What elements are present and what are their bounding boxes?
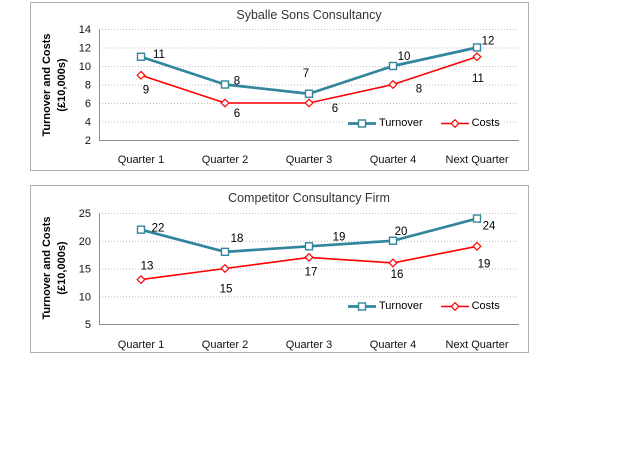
- chart-panel-syballe-sons: 2 4 6 8 10 12 14 Quarter 1 Quarter 2 Quarter 3 Qua…: [30, 2, 529, 171]
- costs-data-marker: [136, 274, 146, 285]
- turnover-data-point-label: 20: [395, 226, 408, 238]
- turnover-legend-label: Turnover: [379, 117, 423, 129]
- y-axis-title: Turnover and Costs (£10,000s): [40, 216, 70, 319]
- costs-legend-sample: [440, 118, 470, 129]
- turnover-data-marker: [304, 242, 314, 251]
- legend: Turnover Costs: [343, 298, 504, 314]
- y-axis-title-line1: Turnover and Costs: [41, 216, 54, 320]
- y-tick-label: 12: [79, 43, 91, 55]
- chart-title: Competitor Consultancy Firm: [228, 191, 390, 205]
- turnover-data-marker: [472, 214, 482, 223]
- turnover-data-marker: [136, 225, 146, 234]
- turnover-data-point-label: 10: [398, 51, 411, 63]
- y-tick-label: 25: [79, 208, 91, 220]
- costs-legend-label: Costs: [471, 300, 500, 312]
- turnover-legend-marker: [357, 301, 367, 311]
- costs-data-point-label: 16: [391, 269, 404, 281]
- x-category-label: Next Quarter: [446, 154, 509, 166]
- costs-data-marker: [388, 258, 398, 268]
- costs-legend-marker: [449, 301, 460, 311]
- chart-panel-competitor: 5 10 15 20 25 Quarter 1 Quarter 2 Quarter 3 Quar…: [30, 185, 529, 353]
- y-tick-label: 20: [79, 236, 91, 248]
- x-category-label: Quarter 1: [118, 339, 164, 351]
- y-tick-label: 15: [79, 264, 91, 276]
- costs-data-point-label: 6: [332, 103, 338, 115]
- turnover-data-marker: [472, 43, 482, 52]
- costs-data-point-label: 8: [416, 84, 422, 96]
- costs-data-marker: [472, 241, 482, 251]
- costs-data-point-label: 17: [305, 266, 318, 278]
- turnover-data-marker: [220, 80, 230, 89]
- turnover-data-point-label: 12: [482, 36, 495, 48]
- legend-item-turnover: Turnover: [347, 300, 423, 312]
- turnover-data-point-label: 24: [483, 221, 496, 233]
- costs-data-point-label: 13: [141, 261, 154, 273]
- costs-data-point-label: 19: [478, 258, 491, 270]
- turnover-legend-sample: [347, 118, 377, 129]
- turnover-legend-sample-glyph: [348, 301, 376, 311]
- x-category-label: Quarter 4: [370, 154, 416, 166]
- costs-data-point-label: 6: [234, 108, 240, 120]
- costs-legend-sample: [440, 301, 470, 312]
- costs-legend-label: Costs: [471, 117, 500, 129]
- costs-legend-sample-glyph: [440, 118, 469, 128]
- turnover-data-marker: [220, 247, 230, 257]
- turnover-data-point-label: 19: [333, 231, 346, 243]
- costs-data-marker: [304, 252, 314, 263]
- y-tick-label: 10: [79, 61, 91, 73]
- y-tick-label: 4: [85, 117, 91, 129]
- costs-data-marker: [220, 98, 230, 108]
- turnover-legend-sample: [347, 301, 377, 312]
- turnover-data-marker: [388, 236, 398, 245]
- costs-data-marker: [136, 70, 146, 80]
- legend-item-costs: Costs: [440, 117, 500, 129]
- legend-item-costs: Costs: [440, 300, 500, 312]
- turnover-legend-sample-glyph: [348, 118, 376, 128]
- turnover-data-marker: [388, 61, 398, 71]
- y-tick-label: 6: [85, 98, 91, 110]
- chart-title: Syballe Sons Consultancy: [236, 8, 382, 22]
- x-category-label: Quarter 1: [118, 154, 164, 166]
- turnover-legend-marker: [357, 118, 367, 128]
- turnover-data-point-label: 8: [234, 76, 240, 88]
- y-tick-label: 14: [79, 24, 91, 36]
- costs-data-marker: [388, 79, 398, 90]
- costs-data-point-label: 9: [143, 84, 149, 96]
- plot-area: 2 4 6 8 10 12 14 Quarter 1 Quarter 2 Quarter 3 Qua…: [79, 24, 519, 166]
- costs-legend-sample-glyph: [440, 301, 469, 311]
- x-category-label: Quarter 4: [370, 339, 416, 351]
- costs-data-marker: [304, 98, 314, 108]
- turnover-data-point-label: 11: [153, 49, 165, 61]
- costs-data-point-label: 11: [472, 73, 484, 85]
- y-axis-title-line2: (£10,000s): [56, 58, 68, 112]
- x-category-label: Quarter 2: [202, 339, 248, 351]
- y-tick-label: 5: [85, 319, 91, 331]
- x-category-label: Quarter 2: [202, 154, 248, 166]
- turnover-data-point-label: 22: [152, 223, 165, 235]
- turnover-data-point-label: 18: [231, 233, 244, 245]
- y-axis-title: Turnover and Costs (£10,000s): [40, 33, 70, 136]
- turnover-legend-label: Turnover: [379, 300, 423, 312]
- costs-legend-marker: [449, 118, 460, 128]
- turnover-data-point-label: 7: [303, 68, 309, 80]
- y-axis-title-line2: (£10,000s): [56, 241, 68, 295]
- y-tick-label: 2: [85, 135, 91, 147]
- costs-data-point-label: 15: [220, 284, 233, 296]
- costs-data-marker: [472, 52, 482, 62]
- plot-area: 5 10 15 20 25 Quarter 1 Quarter 2 Quarter 3 Quar…: [79, 208, 519, 351]
- legend: Turnover Costs: [343, 115, 504, 131]
- turnover-data-marker: [136, 52, 146, 61]
- x-category-label: Quarter 3: [286, 154, 332, 166]
- turnover-data-marker: [304, 89, 314, 98]
- y-tick-label: 8: [85, 80, 91, 92]
- y-tick-label: 10: [79, 291, 91, 303]
- legend-item-turnover: Turnover: [347, 117, 423, 129]
- x-category-label: Next Quarter: [446, 339, 509, 351]
- costs-data-marker: [220, 263, 230, 274]
- y-axis-title-line1: Turnover and Costs: [41, 33, 54, 137]
- x-category-label: Quarter 3: [286, 339, 332, 351]
